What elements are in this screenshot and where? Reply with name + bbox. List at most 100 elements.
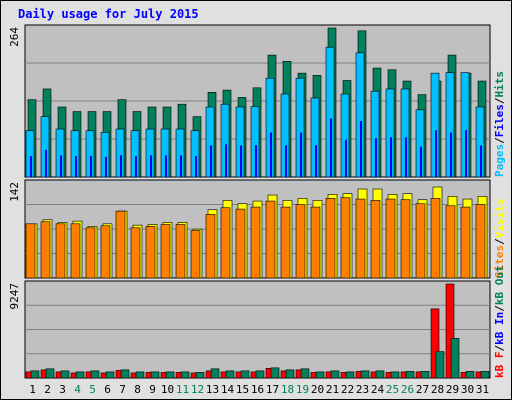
- kb-out-bar: [375, 370, 385, 379]
- kbytes-bar: [445, 283, 455, 379]
- x-tick-label: 31: [476, 383, 489, 396]
- sites-bar: [205, 214, 216, 279]
- kb-out-bar: [300, 368, 310, 379]
- legend: kB F/kB In/kB Out: [493, 265, 506, 378]
- kb-out-bar: [195, 372, 205, 379]
- y-max-label: 264: [8, 27, 21, 47]
- sites-bar: [280, 206, 291, 279]
- x-tick-label: 22: [341, 383, 354, 396]
- x-tick-label: 24: [371, 383, 385, 396]
- x-tick-label: 26: [401, 383, 414, 396]
- pages-bar: [390, 137, 392, 177]
- kb-out-bar: [45, 368, 55, 379]
- x-tick-label: 8: [134, 383, 141, 396]
- legend-entry: kB In: [493, 312, 506, 345]
- sites-bar: [85, 227, 96, 279]
- kb-out-bar: [180, 371, 190, 379]
- sites-bar: [40, 221, 51, 279]
- kb-out-bar: [210, 368, 220, 379]
- x-tick-label: 13: [206, 383, 219, 396]
- kb-out-bar: [480, 371, 490, 379]
- x-tick-label: 12: [191, 383, 204, 396]
- pages-bar: [225, 144, 227, 177]
- x-tick-label: 4: [74, 383, 81, 396]
- legend: Pages/Files/Hits: [493, 71, 506, 177]
- pages-bar: [45, 149, 47, 177]
- kb-out-bar: [285, 369, 295, 379]
- kb-out-bar: [90, 370, 100, 379]
- kb-out-bar: [75, 371, 85, 379]
- sites-bar: [100, 225, 111, 279]
- panel-visits-sites: 142 Sites/Visits: [8, 179, 506, 279]
- sites-bar: [235, 208, 246, 279]
- pages-bar: [285, 145, 287, 177]
- sites-bar: [55, 223, 66, 279]
- legend-entry: kB Out: [493, 265, 506, 305]
- kb-out-bar: [405, 371, 415, 379]
- sites-bar: [130, 227, 141, 279]
- kb-out-bar: [390, 371, 400, 379]
- pages-bar: [120, 155, 122, 177]
- pages-bar: [405, 137, 407, 177]
- kb-out-bar: [150, 371, 160, 379]
- sites-bar: [265, 200, 276, 279]
- pages-bar: [165, 155, 167, 177]
- legend-entry: kB F: [493, 352, 506, 379]
- x-tick-label: 3: [59, 383, 66, 396]
- kb-out-bar: [165, 371, 175, 379]
- sites-bar: [25, 223, 36, 279]
- pages-bar: [300, 132, 302, 177]
- sites-bar: [295, 204, 306, 279]
- sites-bar: [325, 198, 336, 279]
- x-tick-label: 30: [461, 383, 474, 396]
- sites-bar: [400, 199, 411, 279]
- x-tick-label: 7: [119, 383, 126, 396]
- pages-bar: [375, 138, 377, 177]
- sites-bar: [145, 226, 156, 279]
- kbytes-bar: [430, 308, 440, 379]
- pages-bar: [255, 145, 257, 177]
- x-tick-label: 27: [416, 383, 429, 396]
- kb-out-bar: [60, 370, 70, 379]
- pages-bar: [360, 121, 362, 177]
- legend-entry: Visits: [493, 199, 506, 239]
- legend-entry: Sites: [493, 245, 506, 278]
- pages-bar: [135, 156, 137, 177]
- x-tick-label: 18: [281, 383, 294, 396]
- sites-bar: [430, 198, 441, 279]
- kb-out-bar: [240, 370, 250, 379]
- pages-bar: [435, 130, 437, 177]
- kb-out-bar: [315, 371, 325, 379]
- sites-bar: [250, 206, 261, 279]
- legend-entry: Hits: [493, 71, 506, 98]
- sites-bar: [460, 206, 471, 279]
- kb-out-bar: [465, 371, 475, 379]
- x-tick-label: 15: [236, 383, 249, 396]
- panel-kbytes: 9247 kB F/kB In/kB Out: [8, 265, 506, 379]
- sites-bar: [370, 200, 381, 279]
- pages-bar: [480, 145, 482, 177]
- pages-bar: [450, 132, 452, 177]
- pages-bar: [150, 155, 152, 177]
- sites-bar: [175, 224, 186, 279]
- sites-bar: [445, 205, 456, 279]
- x-tick-label: 9: [149, 383, 156, 396]
- sites-bar: [190, 230, 201, 279]
- pages-bar: [270, 132, 272, 177]
- pages-bar: [90, 156, 92, 177]
- pages-bar: [195, 156, 197, 177]
- legend-entry: Files: [493, 104, 506, 137]
- x-tick-label: 25: [386, 383, 399, 396]
- kb-out-bar: [135, 371, 145, 379]
- kb-out-bar: [435, 351, 445, 379]
- pages-bar: [30, 156, 32, 177]
- kb-out-bar: [270, 367, 280, 379]
- sites-bar: [115, 210, 126, 279]
- x-tick-label: 6: [104, 383, 111, 396]
- pages-bar: [210, 145, 212, 177]
- sites-bar: [340, 197, 351, 279]
- pages-bar: [240, 145, 242, 177]
- pages-bar: [105, 156, 107, 177]
- x-tick-label: 29: [446, 383, 459, 396]
